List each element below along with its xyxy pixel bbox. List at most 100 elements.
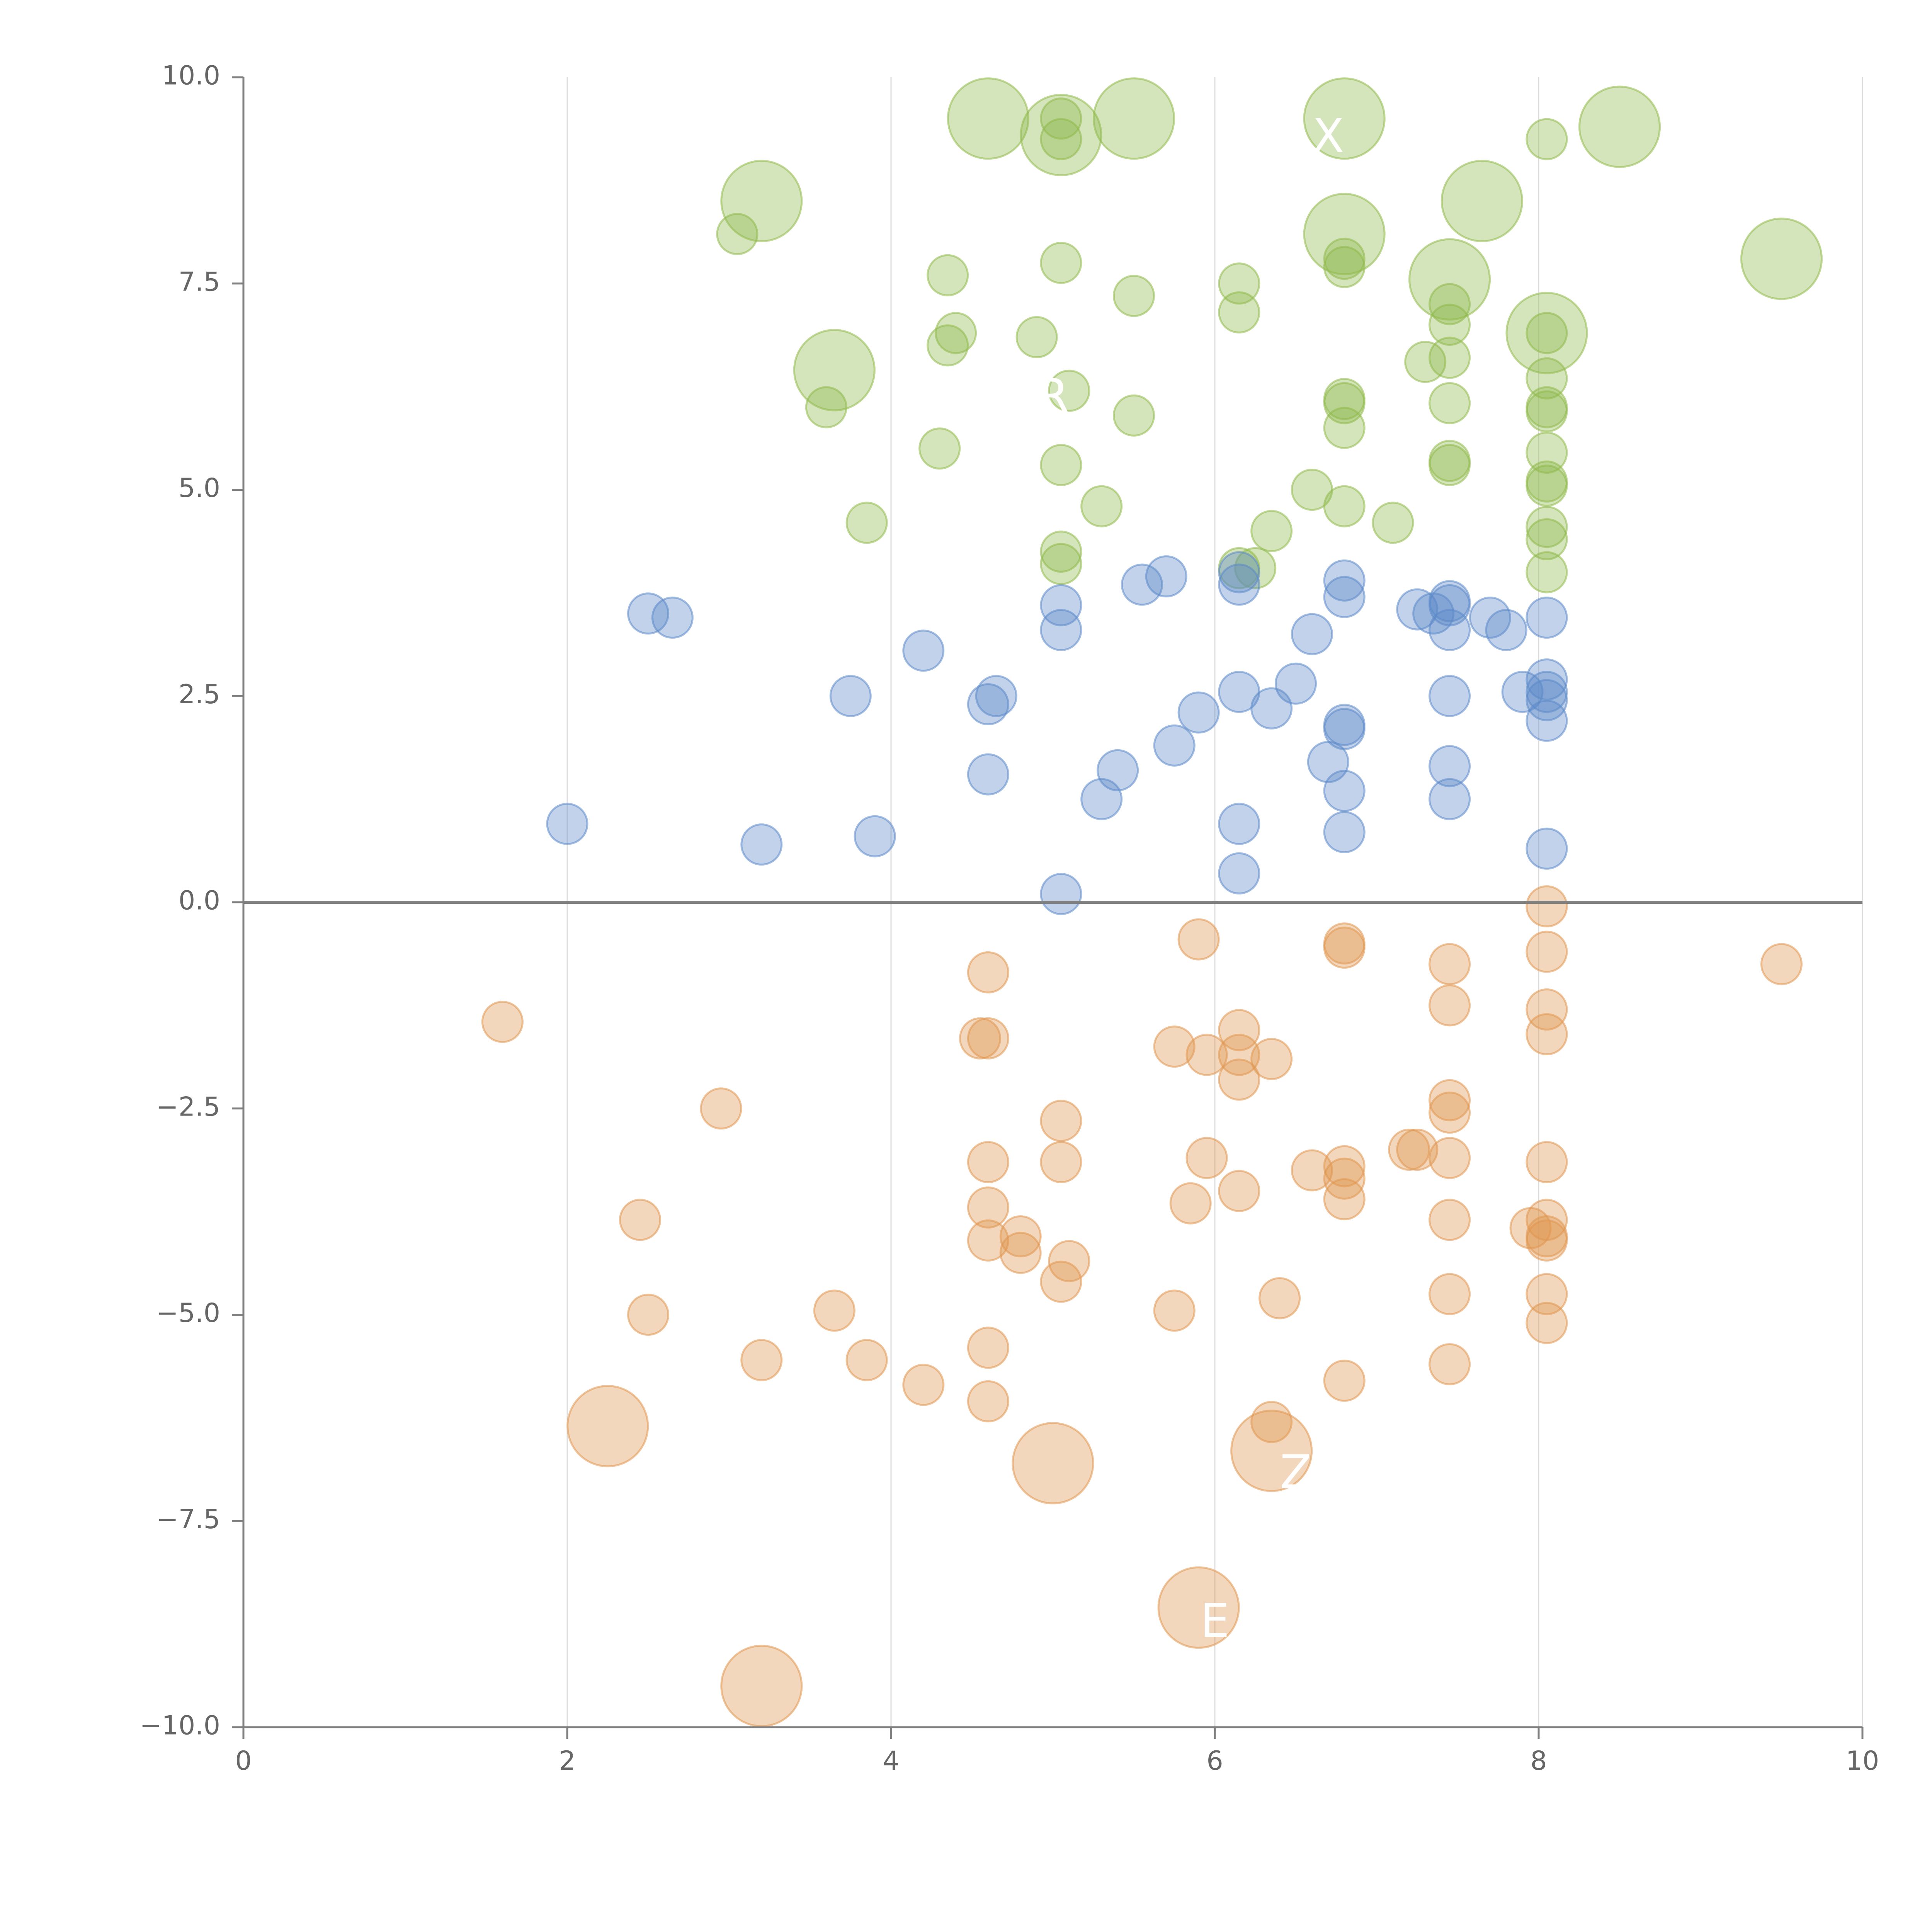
mid-point <box>1396 588 1439 631</box>
high-point <box>947 77 1029 160</box>
mid-point <box>1218 551 1260 594</box>
mid-point <box>1323 704 1366 746</box>
high-point <box>1526 390 1568 433</box>
high-point <box>1080 485 1123 527</box>
y-tick-label: 2.5 <box>179 679 220 710</box>
mid-point <box>975 675 1017 717</box>
low-point <box>619 1199 662 1241</box>
y-tick-label: −10.0 <box>140 1711 220 1741</box>
low-point <box>1218 1009 1260 1051</box>
mid-point <box>1526 699 1568 742</box>
x-tick-label: 2 <box>559 1746 575 1776</box>
low-point <box>967 1380 1009 1423</box>
low-point <box>1760 943 1803 985</box>
high-point <box>1040 242 1082 284</box>
high-point <box>1526 118 1568 160</box>
mid-point <box>1526 827 1568 870</box>
callout-label: X <box>1312 109 1344 163</box>
low-point <box>1429 984 1471 1027</box>
low-point <box>1323 1178 1366 1221</box>
mid-point <box>1080 778 1123 820</box>
high-point <box>1372 502 1414 544</box>
mid-point <box>1323 811 1366 854</box>
low-point <box>1185 1034 1228 1076</box>
mid-point <box>1323 559 1366 602</box>
high-point <box>1526 551 1568 594</box>
axes: 0 2 4 6 8 10 10.0 7.5 5.0 2.5 0.0 −2.5 −5.0 −7.5 −10.0 <box>140 61 1879 1776</box>
high-point <box>1113 275 1155 317</box>
high-point <box>1526 312 1568 354</box>
high-point <box>805 386 847 429</box>
mid-point <box>967 683 1009 726</box>
low-point <box>1429 1079 1471 1121</box>
high-point <box>1578 85 1661 168</box>
mid-point <box>1177 691 1220 734</box>
high-point <box>1323 406 1366 449</box>
y-tick-label: 7.5 <box>179 267 220 297</box>
high-point <box>1040 118 1082 160</box>
y-tick-label: −7.5 <box>156 1504 220 1535</box>
low-point <box>720 1645 803 1727</box>
y-tick-label: 5.0 <box>179 473 220 503</box>
low-point <box>1185 1137 1228 1179</box>
mid-point <box>1501 671 1544 713</box>
mid-point <box>1218 563 1260 606</box>
callout-labels: X R Z E <box>1037 109 1344 1648</box>
high-point <box>793 329 876 412</box>
y-tick-label: −2.5 <box>156 1092 220 1122</box>
high-point <box>1234 547 1277 589</box>
low-point <box>1177 918 1220 961</box>
mid-point <box>1429 675 1471 717</box>
low-point <box>902 1364 945 1406</box>
low-point <box>967 1141 1009 1184</box>
high-point <box>1303 77 1386 160</box>
high-point <box>1526 460 1568 503</box>
mid-point <box>651 596 694 639</box>
mid-point <box>1218 852 1260 895</box>
high-point <box>1218 291 1260 333</box>
mid-point <box>1429 580 1471 622</box>
high-point <box>1429 440 1471 482</box>
high-point <box>935 312 977 354</box>
high-point <box>1323 246 1366 288</box>
high-point <box>1113 394 1155 437</box>
mid-point <box>1145 555 1187 598</box>
low-point <box>845 1339 888 1381</box>
low-point <box>1230 1410 1313 1492</box>
high-point <box>1015 316 1058 359</box>
mid-point <box>854 815 896 857</box>
mid-point <box>1153 724 1196 767</box>
callout-label: R <box>1037 369 1069 423</box>
high-point <box>1040 543 1082 585</box>
low-point <box>1429 943 1471 985</box>
high-point <box>1429 304 1471 346</box>
low-point <box>1429 1137 1471 1179</box>
low-point <box>1040 1141 1082 1184</box>
mid-point <box>1429 778 1471 820</box>
mid-point <box>1429 745 1471 787</box>
x-tick-label: 10 <box>1846 1746 1879 1776</box>
x-tick-label: 6 <box>1206 1746 1223 1776</box>
low-point <box>1526 1302 1568 1344</box>
high-point <box>1526 518 1568 561</box>
high-point <box>1526 431 1568 474</box>
high-point <box>927 254 969 296</box>
high-point <box>1218 262 1260 305</box>
mid-point <box>1275 662 1317 705</box>
low-point <box>967 1017 1009 1060</box>
low-point <box>1526 930 1568 973</box>
high-point <box>1323 382 1366 424</box>
y-tick-label: 10.0 <box>162 61 220 91</box>
low-point <box>1040 1260 1082 1303</box>
mid-point <box>967 753 1009 796</box>
low-point <box>1526 1141 1568 1184</box>
mid-point <box>1323 770 1366 812</box>
low-point <box>1526 1273 1568 1315</box>
mid-point <box>1526 596 1568 639</box>
high-point <box>1020 94 1102 176</box>
mid-point <box>1323 576 1366 618</box>
mid-point <box>740 823 783 866</box>
low-point <box>1291 1149 1333 1192</box>
high-point <box>1093 77 1175 160</box>
